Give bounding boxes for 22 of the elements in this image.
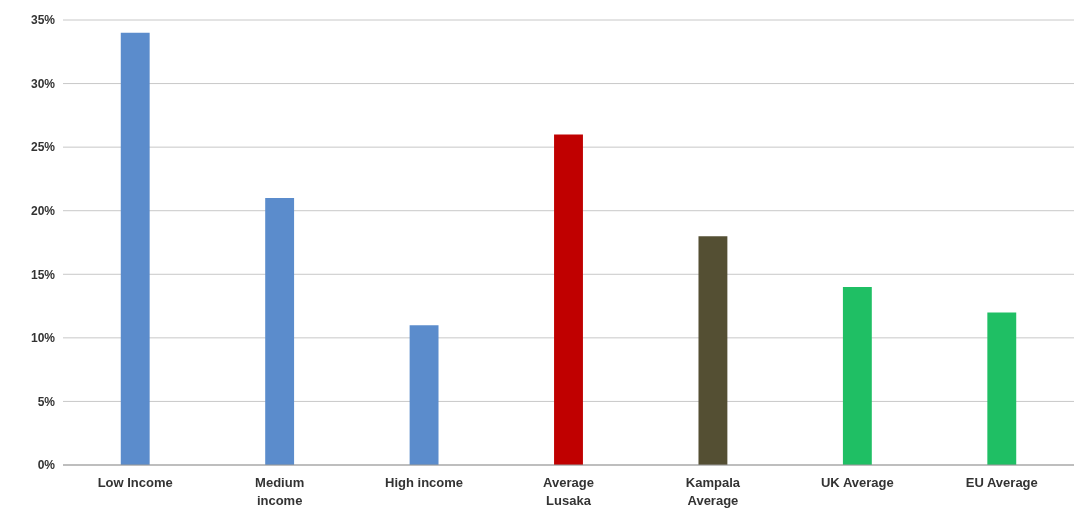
y-tick-label: 15% bbox=[30, 267, 56, 282]
x-tick-label: UK Average bbox=[820, 475, 894, 490]
x-tick-label: EU Average bbox=[965, 475, 1038, 490]
y-tick-label: 25% bbox=[30, 140, 56, 155]
x-tick-label: Low Income bbox=[97, 475, 173, 490]
x-tick-label: Average Lusaka bbox=[543, 475, 594, 508]
y-tick-label: 5% bbox=[37, 394, 56, 409]
bar bbox=[409, 325, 439, 465]
y-tick-label: 30% bbox=[30, 76, 56, 91]
bar bbox=[842, 287, 872, 465]
bar bbox=[698, 236, 728, 465]
y-tick-label: 0% bbox=[37, 458, 56, 473]
bar bbox=[554, 134, 583, 465]
y-tick-label: 20% bbox=[30, 203, 56, 218]
bar bbox=[987, 312, 1017, 465]
y-tick-label: 35% bbox=[30, 13, 56, 28]
x-tick-label: High income bbox=[385, 475, 464, 490]
x-tick-label: Kampala Average bbox=[685, 475, 741, 508]
x-tick-label: Medium income bbox=[255, 475, 305, 508]
bar bbox=[120, 32, 150, 465]
y-tick-label: 10% bbox=[30, 331, 56, 346]
bar bbox=[265, 198, 295, 465]
